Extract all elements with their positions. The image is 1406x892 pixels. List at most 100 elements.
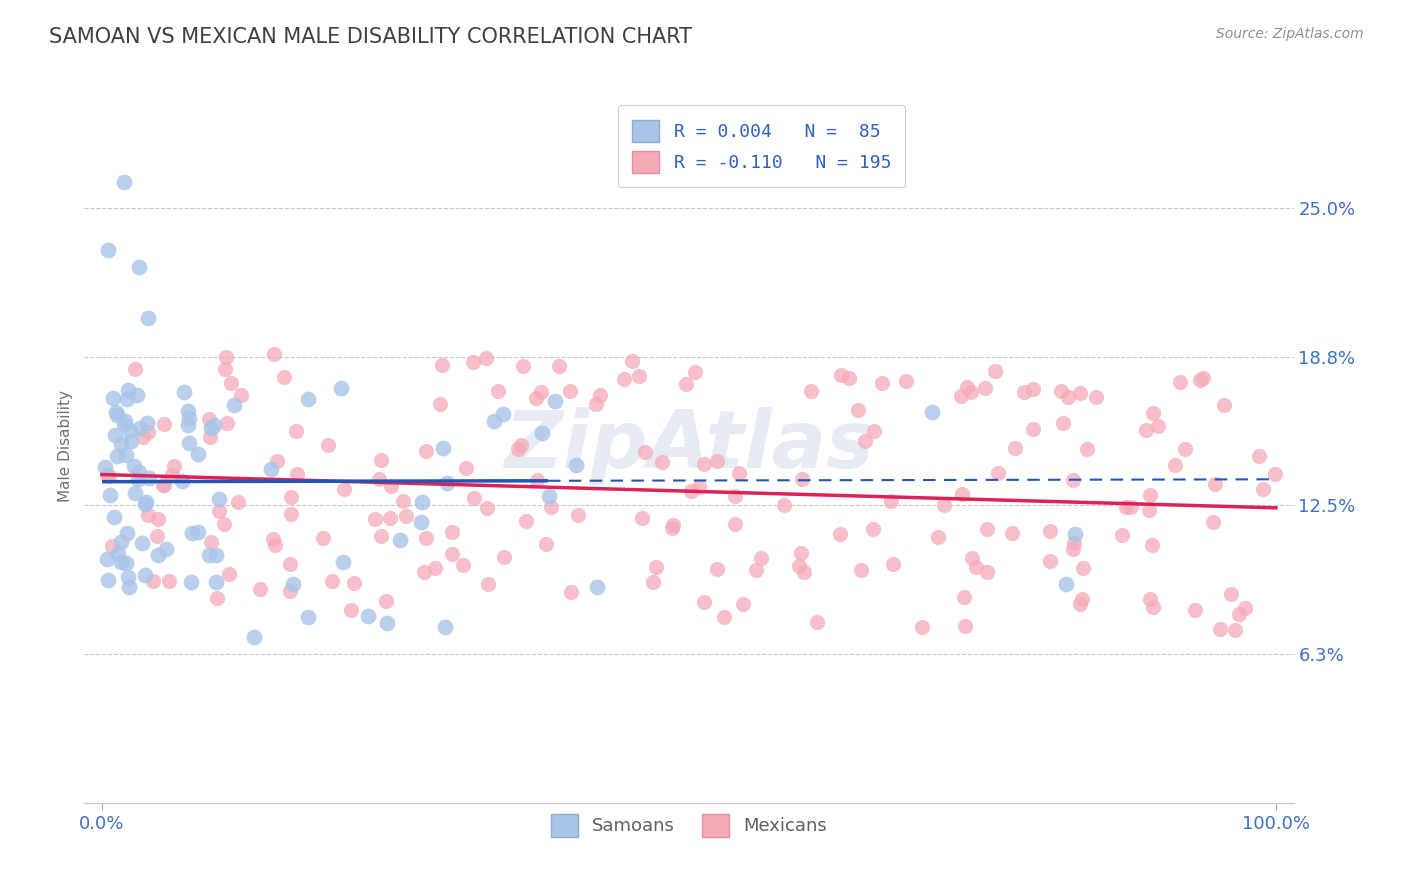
Point [494,549,516,564]
Point [894,374,917,388]
Point [1184,603,1206,617]
Y-axis label: Male Disability: Male Disability [58,390,73,502]
Point [585,397,607,411]
Point [281,577,304,591]
Point [1039,554,1062,568]
Point [105,449,128,463]
Point [643,574,665,589]
Point [153,478,176,492]
Point [129,420,152,434]
Point [332,554,354,568]
Point [681,483,703,498]
Point [1070,592,1092,607]
Text: SAMOAN VS MEXICAN MALE DISABILITY CORRELATION CHART: SAMOAN VS MEXICAN MALE DISABILITY CORREL… [49,27,692,46]
Point [1054,577,1077,591]
Point [215,351,238,365]
Point [127,472,149,486]
Point [1227,607,1250,622]
Point [218,566,240,581]
Point [117,570,139,584]
Point [451,558,474,573]
Point [1140,538,1163,552]
Point [263,538,285,552]
Point [534,537,557,551]
Point [177,418,200,433]
Point [882,558,904,572]
Point [461,355,484,369]
Point [830,368,852,382]
Point [110,555,132,569]
Point [838,371,860,385]
Point [806,615,828,629]
Point [135,416,157,430]
Point [263,346,285,360]
Point [1219,587,1241,601]
Point [1209,622,1232,636]
Point [1057,390,1080,404]
Point [170,474,193,488]
Point [132,430,155,444]
Point [205,548,228,562]
Point [152,417,174,431]
Point [436,475,458,490]
Point [134,567,156,582]
Point [128,260,150,274]
Point [114,414,136,428]
Point [853,434,876,448]
Point [846,403,869,417]
Point [205,591,228,606]
Point [1212,398,1234,412]
Point [1137,503,1160,517]
Point [1247,449,1270,463]
Point [1063,536,1085,550]
Point [423,561,446,575]
Point [1142,600,1164,615]
Point [693,457,716,471]
Point [661,521,683,535]
Point [706,562,728,576]
Point [1062,541,1084,556]
Point [128,466,150,480]
Point [134,497,156,511]
Point [333,482,356,496]
Point [187,524,209,539]
Point [200,535,222,549]
Point [415,443,437,458]
Point [531,425,554,440]
Point [378,510,401,524]
Point [316,438,339,452]
Point [198,411,221,425]
Point [787,559,810,574]
Point [1202,516,1225,530]
Point [115,556,138,570]
Point [960,385,983,400]
Point [249,582,271,596]
Point [136,425,159,439]
Point [413,566,436,580]
Point [1264,467,1286,481]
Point [650,455,672,469]
Point [724,516,747,531]
Point [683,365,706,379]
Point [950,487,973,501]
Point [297,610,319,624]
Point [1135,423,1157,437]
Point [558,384,581,399]
Point [675,376,697,391]
Point [204,574,226,589]
Point [94,460,117,475]
Point [104,428,127,442]
Point [772,498,794,512]
Point [927,530,949,544]
Point [207,504,229,518]
Point [181,526,204,541]
Point [375,593,398,607]
Point [96,468,118,483]
Point [343,575,366,590]
Point [728,466,751,480]
Point [987,466,1010,480]
Point [965,560,987,574]
Point [219,376,242,391]
Point [312,531,335,545]
Point [960,550,983,565]
